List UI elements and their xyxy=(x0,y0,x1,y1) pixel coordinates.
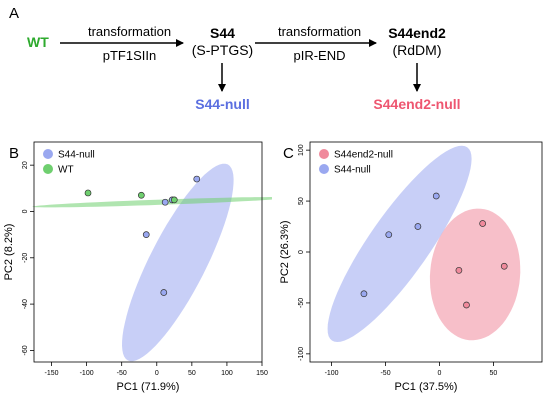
confidence-ellipse-wt xyxy=(32,197,272,208)
x-tick-label: -100 xyxy=(80,370,94,377)
pca-chart-b: -150 -100 -50 0 50 100 150 -60 -40 -20 0 20 PC1 (71.… xyxy=(3,141,272,393)
y-tick-label: 0 xyxy=(298,250,305,254)
data-point-s44-null xyxy=(432,192,440,200)
data-point-s44-null xyxy=(142,231,150,238)
y-axis-label: PC2 (26.3%) xyxy=(279,221,291,284)
data-point-s44-null xyxy=(160,289,168,296)
s44end2-null-label: S44end2-null xyxy=(373,96,461,112)
pca-chart-c: -100 -50 0 50 -100 -50 0 50 100 PC1 (37.5%) PC2 (2… xyxy=(279,141,543,393)
x-tick-label: 0 xyxy=(155,370,159,377)
x-tick-label: 100 xyxy=(221,370,233,377)
y-tick-label: 20 xyxy=(22,161,29,169)
x-tick-label: 0 xyxy=(438,370,442,377)
legend-label: S44-null xyxy=(58,150,95,161)
x-axis-label: PC1 (71.9%) xyxy=(117,381,180,393)
panel-b-letter: B xyxy=(9,145,20,162)
data-point-s44end2-null xyxy=(479,220,487,227)
y-tick-label: -20 xyxy=(22,253,29,263)
legend-label: WT xyxy=(58,165,74,176)
legend-label: S44-null xyxy=(334,165,371,176)
y-tick-label: -50 xyxy=(298,298,305,308)
x-tick-label: -50 xyxy=(117,370,127,377)
x-tick-label: 50 xyxy=(188,370,196,377)
legend-swatch xyxy=(43,164,53,174)
data-point-s44-null xyxy=(360,290,368,298)
s44-null-label: S44-null xyxy=(195,96,250,112)
data-point-s44end2-null xyxy=(500,262,508,270)
x-axis-label: PC1 (37.5%) xyxy=(395,381,458,393)
step1-method: transformation xyxy=(87,24,172,39)
data-point-wt xyxy=(170,196,178,204)
s44-title: S44 xyxy=(210,25,235,41)
y-tick-label: -40 xyxy=(22,299,29,309)
data-point-s44-null xyxy=(385,231,393,239)
x-tick-label: -150 xyxy=(45,370,59,377)
s44-subtitle: (S-PTGS) xyxy=(191,42,254,58)
y-tick-label: 100 xyxy=(298,144,305,156)
confidence-ellipse-s44-null xyxy=(122,163,234,362)
x-tick-label: 150 xyxy=(256,370,268,377)
legend-label: S44end2-null xyxy=(334,150,393,161)
x-tick-label: -100 xyxy=(325,370,339,377)
plot-frame xyxy=(33,141,263,363)
panel-a-letter: A xyxy=(9,5,20,22)
data-point-s44-null xyxy=(414,223,422,230)
s44end2-title: S44end2 xyxy=(388,25,446,41)
step2-method: transformation xyxy=(277,24,362,39)
panel-c-letter: C xyxy=(283,145,294,162)
confidence-ellipse-s44end2-null xyxy=(429,208,521,341)
data-point-s44-null xyxy=(161,198,169,206)
x-tick-label: -50 xyxy=(380,370,390,377)
y-tick-label: 0 xyxy=(22,209,29,213)
data-point-s44-null xyxy=(193,175,201,183)
step2-construct: pIR-END xyxy=(293,48,346,63)
legend-swatch xyxy=(43,149,53,159)
data-point-wt xyxy=(84,189,92,197)
s44end2-subtitle: (RdDM) xyxy=(392,42,442,58)
x-tick-label: 50 xyxy=(490,370,498,377)
y-tick-label: -100 xyxy=(298,347,305,361)
data-point-s44end2-null xyxy=(455,266,463,274)
legend-swatch xyxy=(319,164,329,174)
legend-swatch xyxy=(319,149,329,159)
data-point-wt xyxy=(137,191,145,199)
y-tick-label: -60 xyxy=(22,345,29,355)
step1-construct: pTF1SIIn xyxy=(102,48,157,63)
data-point-s44end2-null xyxy=(463,301,470,309)
y-tick-label: 50 xyxy=(298,197,305,205)
y-axis-label: PC2 (8.2%) xyxy=(3,224,15,281)
workflow-arrows xyxy=(60,39,421,92)
wt-label: WT xyxy=(27,34,49,50)
